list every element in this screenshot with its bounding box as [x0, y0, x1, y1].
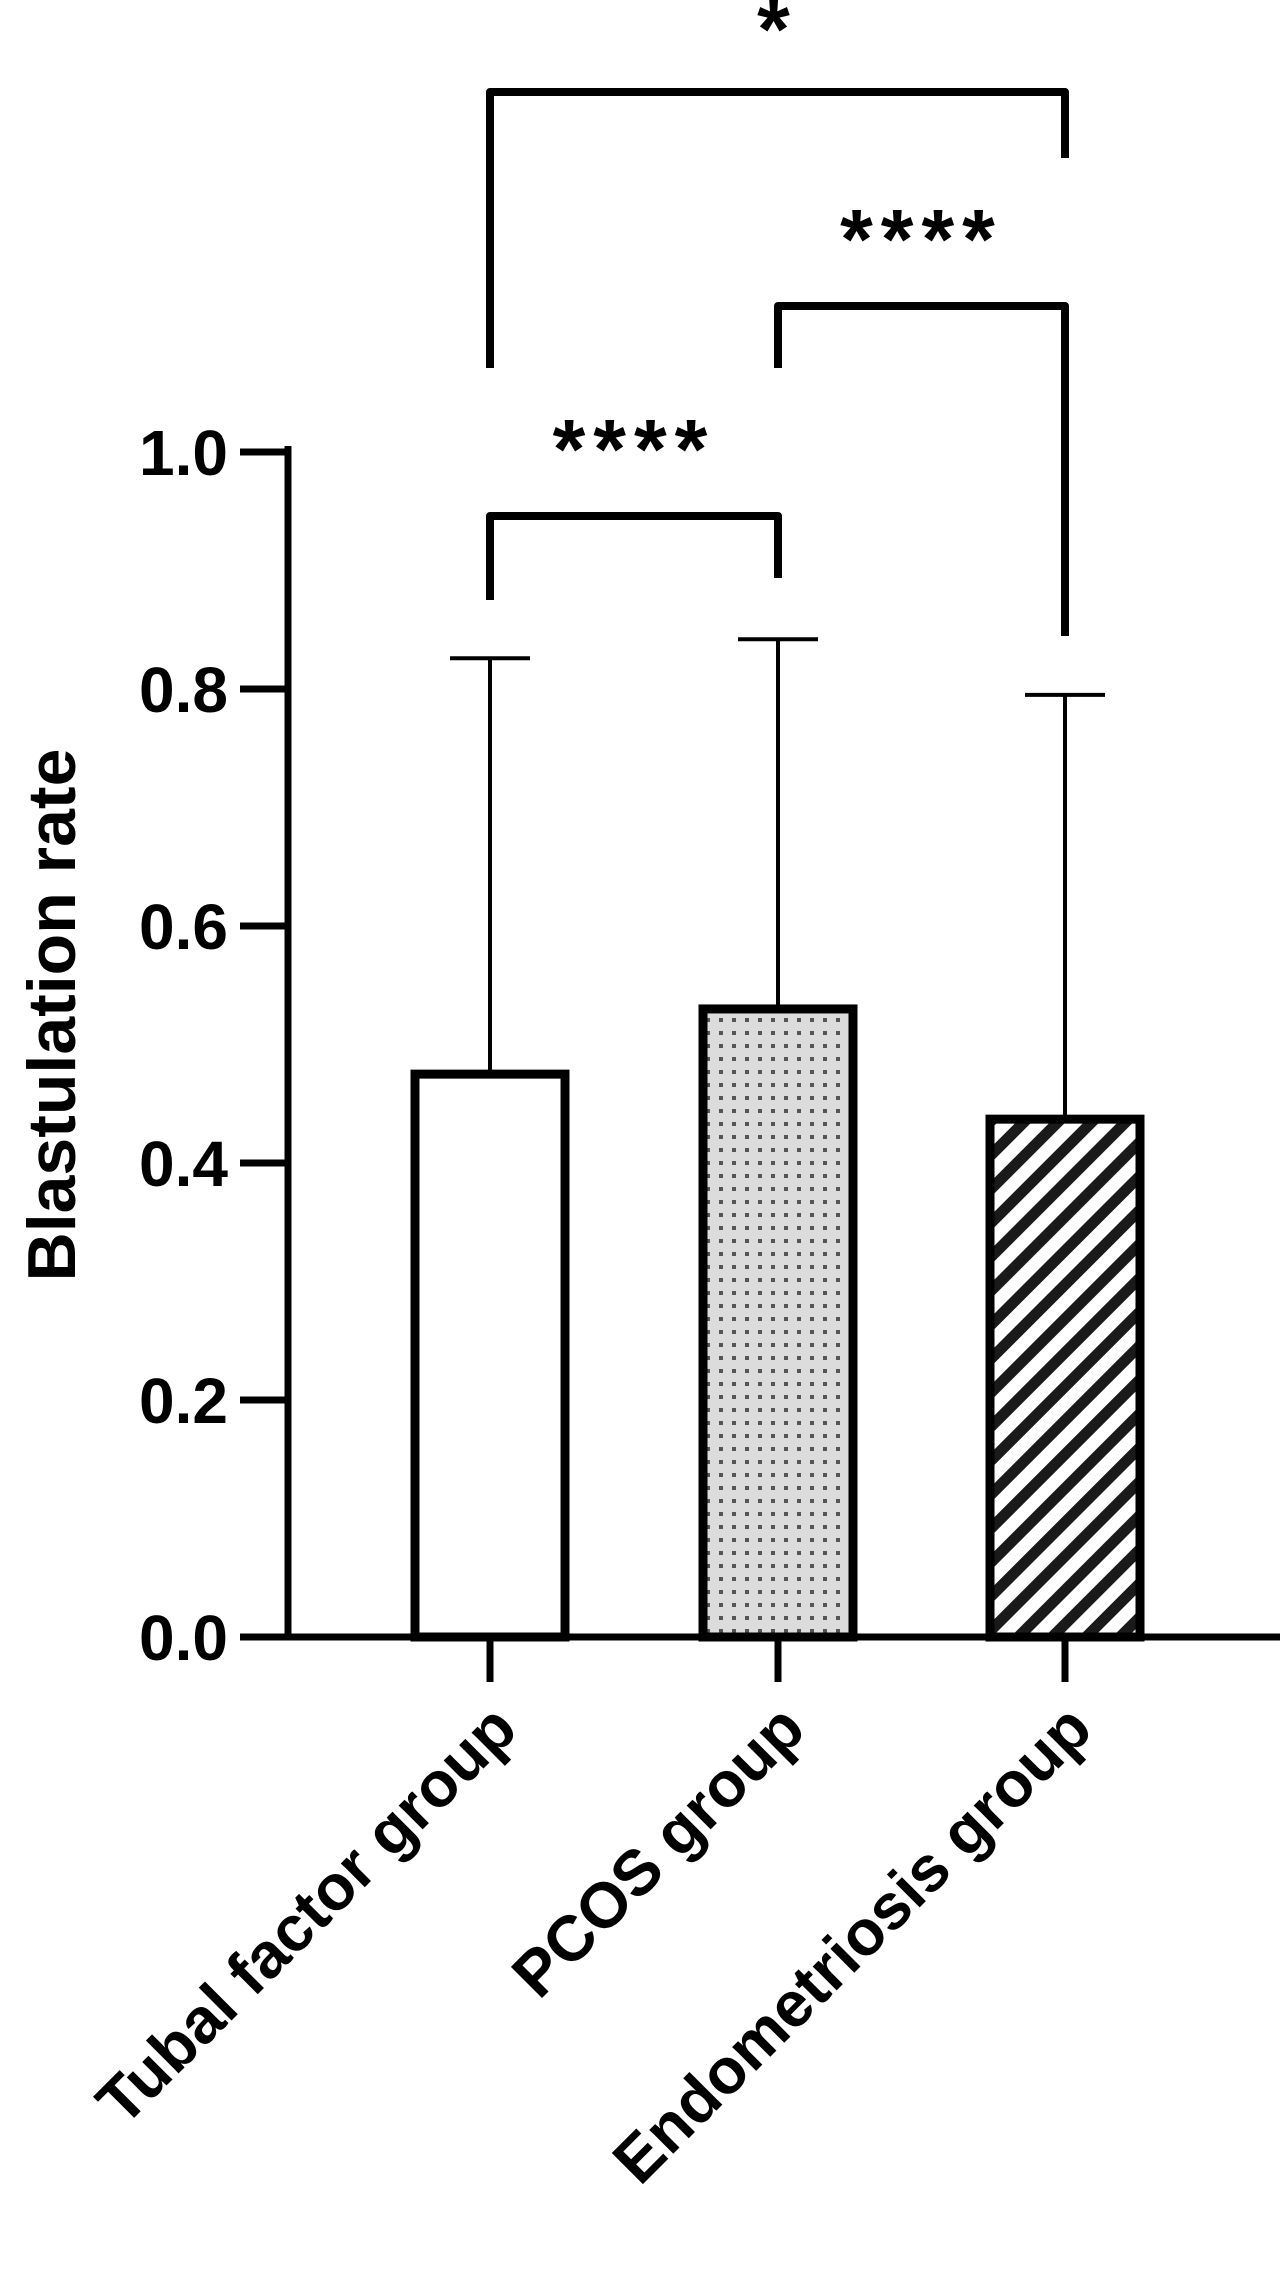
category-label: Endometriosis group: [599, 1691, 1105, 2197]
bar: [985, 1114, 1145, 1642]
y-axis-label: Blastulation rate: [14, 749, 90, 1282]
y-tick-label: 0.8: [139, 654, 228, 726]
y-tick-label: 0.4: [139, 1128, 228, 1200]
y-axis-ticks: 0.0 0.2 0.4 0.6 0.8 1.0: [139, 417, 288, 1674]
significance-bracket: [486, 88, 1069, 368]
significance-label: ****: [840, 192, 1003, 286]
y-tick-label: 0.2: [139, 1365, 228, 1437]
bar: [410, 1069, 570, 1642]
category-label: PCOS group: [498, 1691, 818, 2011]
significance-label: *: [757, 0, 798, 76]
x-axis-ticks: [486, 1637, 1069, 1682]
y-tick-label: 0.0: [139, 1602, 228, 1674]
significance-brackets: *********: [486, 0, 1069, 636]
y-tick-label: 0.6: [139, 891, 228, 963]
y-tick-label: 1.0: [139, 417, 228, 489]
category-label: Tubal factor group: [83, 1691, 530, 2138]
bars: [410, 1004, 1145, 1642]
error-bars: [450, 637, 1105, 1120]
bar: [698, 1004, 858, 1642]
significance-bracket: [774, 302, 1069, 636]
significance-label: ****: [553, 402, 716, 496]
significance-bracket: [486, 512, 782, 600]
